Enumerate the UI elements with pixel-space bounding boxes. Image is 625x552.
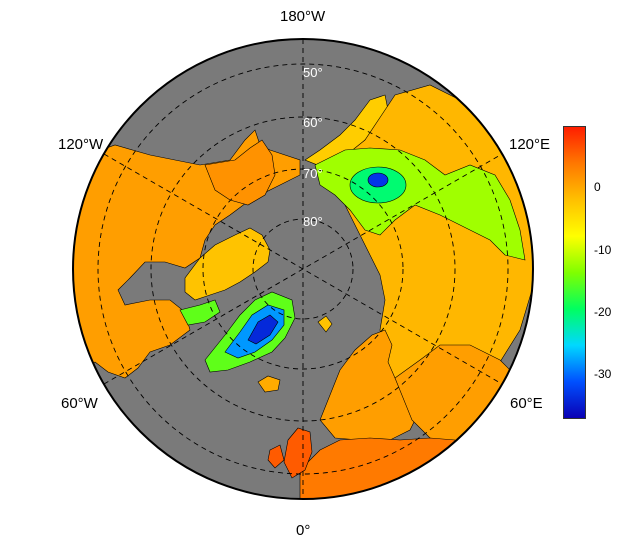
region-iceland — [257, 375, 281, 393]
meridian-120w-60e — [103, 153, 503, 385]
latitude-label-50: 50° — [303, 65, 323, 80]
longitude-graticule — [103, 39, 503, 499]
latitude-circle-50 — [97, 63, 509, 475]
region-svalbard — [317, 315, 333, 333]
latitude-label-70: 70° — [303, 166, 323, 181]
latitude-label-60: 60° — [303, 115, 323, 130]
colorbar-tick-minus-20: -20 — [594, 305, 612, 320]
longitude-label-60e: 60°E — [510, 395, 543, 412]
longitude-label-120w: 120°W — [58, 136, 104, 153]
region-alaska — [204, 139, 276, 206]
region-british-isles — [283, 427, 313, 479]
region-baffin-coast — [179, 299, 221, 326]
latitude-label-80: 80° — [303, 214, 323, 229]
colorbar — [563, 126, 586, 419]
map-boundary — [72, 38, 534, 500]
colorbar-tick-minus-30: -30 — [594, 367, 612, 382]
colorbar-tick-0: 0 — [594, 180, 601, 195]
colorbar-tick-minus-10: -10 — [594, 242, 612, 257]
region-western-europe — [299, 437, 471, 499]
region-ireland — [267, 444, 285, 469]
longitude-label-60w: 60°W — [61, 395, 98, 412]
region-taymyr-core — [367, 172, 389, 188]
longitude-label-180w: 180°W — [280, 8, 326, 25]
longitude-label-0: 0° — [296, 522, 311, 539]
region-greenland-ice-core — [247, 314, 279, 345]
longitude-label-120e: 120°E — [509, 136, 551, 153]
